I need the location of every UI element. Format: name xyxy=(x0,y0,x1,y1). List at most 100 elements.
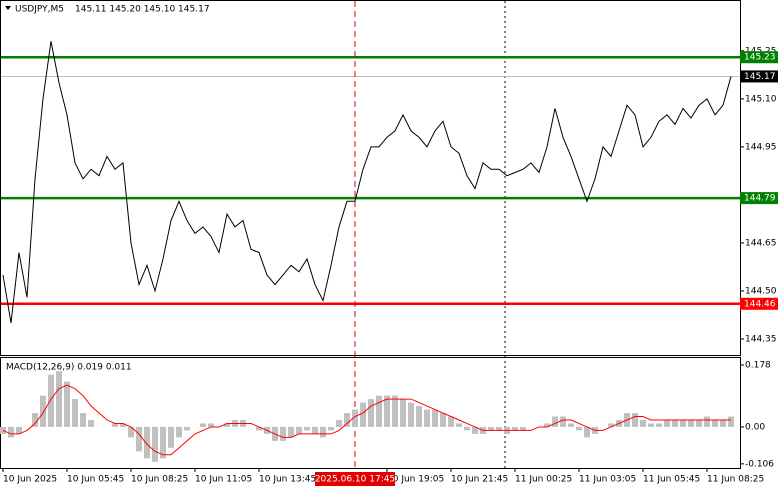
macd-bar xyxy=(488,426,494,431)
macd-bar xyxy=(544,423,550,427)
chart-title: USDJPY,M5 xyxy=(15,5,64,15)
macd-bar xyxy=(408,402,414,427)
macd-bar xyxy=(688,419,694,427)
macd-bar xyxy=(64,381,70,427)
x-tick-label: 10 Jun 08:25 xyxy=(131,475,188,485)
macd-bar xyxy=(496,426,502,431)
y-tick-label: 144.35 xyxy=(745,334,777,344)
level-label: 144.79 xyxy=(744,194,776,204)
crosshair-label: 2025.06.10 17:45 xyxy=(315,475,395,485)
macd-bar xyxy=(712,419,718,427)
macd-bar xyxy=(136,426,142,452)
macd-bar xyxy=(560,416,566,427)
y-tick-label: -0.106 xyxy=(745,459,774,469)
current-price-box xyxy=(740,70,778,83)
macd-bar xyxy=(664,419,670,427)
y-tick-label: 144.95 xyxy=(745,142,777,152)
macd-bar xyxy=(328,426,334,431)
menu-arrow xyxy=(5,6,11,10)
macd-bar xyxy=(56,371,62,427)
macd-bar xyxy=(416,406,422,427)
macd-bar xyxy=(288,426,294,438)
macd-bar xyxy=(88,419,94,427)
macd-bar xyxy=(568,423,574,427)
y-tick-label: 144.50 xyxy=(745,286,777,296)
macd-bar xyxy=(728,416,734,427)
x-tick-label: 10 Jun 13:45 xyxy=(259,475,316,485)
x-tick-label: 10 Jun 2025 xyxy=(3,475,57,485)
macd-bar xyxy=(720,419,726,427)
macd-bar xyxy=(584,426,590,438)
level-label-box xyxy=(740,51,778,64)
crosshair-label-box xyxy=(315,472,395,486)
macd-bar xyxy=(424,409,430,427)
macd-bar xyxy=(520,426,526,431)
macd-bar xyxy=(280,426,286,441)
x-tick-label: 10 Jun 05:45 xyxy=(67,475,124,485)
price-line xyxy=(2,41,732,324)
macd-bar xyxy=(704,416,710,427)
macd-bar xyxy=(512,426,518,431)
macd-bar xyxy=(352,409,358,427)
macd-bar xyxy=(208,423,214,427)
macd-bar xyxy=(184,426,190,431)
macd-title: MACD(12,26,9) 0.019 0.011 xyxy=(6,363,132,373)
y-tick-label: 145.10 xyxy=(745,94,777,104)
macd-bar xyxy=(376,395,382,427)
macd-bar xyxy=(32,413,38,427)
macd-bar xyxy=(464,426,470,431)
macd-bar xyxy=(40,395,46,427)
y-tick-label: 144.65 xyxy=(745,238,777,248)
x-tick-label: 10 Jun 19:05 xyxy=(387,475,444,485)
macd-bar xyxy=(120,423,126,427)
macd-bar xyxy=(8,426,14,438)
price-panel xyxy=(0,0,741,356)
macd-bar xyxy=(680,419,686,427)
level-label: 144.46 xyxy=(744,299,776,309)
macd-bar xyxy=(160,426,166,459)
level-label-box xyxy=(740,192,778,205)
x-tick-label: 11 Jun 03:05 xyxy=(579,475,636,485)
macd-bar xyxy=(200,423,206,427)
macd-bar xyxy=(656,423,662,427)
y-tick-label: 0.178 xyxy=(745,360,771,370)
x-tick-label: 10 Jun 21:45 xyxy=(451,475,508,485)
macd-bar xyxy=(144,426,150,459)
macd-bar xyxy=(360,402,366,427)
macd-bar xyxy=(384,395,390,427)
macd-bar xyxy=(432,409,438,427)
y-tick-label: 0.00 xyxy=(745,422,765,432)
level-label-box xyxy=(740,297,778,310)
macd-bar xyxy=(304,426,310,431)
macd-bar xyxy=(344,413,350,427)
macd-bar xyxy=(368,399,374,427)
ohlc: 145.11 145.20 145.10 145.17 xyxy=(75,5,210,15)
macd-bar xyxy=(176,426,182,438)
macd-bar xyxy=(456,423,462,427)
signal-line xyxy=(2,384,731,456)
macd-bar xyxy=(448,416,454,427)
x-tick-label: 11 Jun 00:25 xyxy=(515,475,572,485)
macd-bar xyxy=(80,413,86,427)
macd-bar xyxy=(256,426,262,431)
macd-bar xyxy=(128,426,134,438)
current-price-label: 145.17 xyxy=(744,72,776,82)
macd-bar xyxy=(168,426,174,448)
macd-bar xyxy=(576,426,582,431)
macd-bar xyxy=(16,426,22,434)
macd-bar xyxy=(72,399,78,427)
level-label: 145.23 xyxy=(744,53,776,63)
macd-bar xyxy=(320,426,326,438)
macd-bar xyxy=(296,426,302,434)
macd-bar xyxy=(640,419,646,427)
macd-bar xyxy=(392,395,398,427)
macd-bar xyxy=(552,416,558,427)
macd-bar xyxy=(648,423,654,427)
macd-bar xyxy=(608,423,614,427)
macd-bar xyxy=(400,399,406,427)
macd-bar xyxy=(48,374,54,427)
macd-bar xyxy=(472,426,478,434)
macd-bar xyxy=(672,419,678,427)
macd-bar xyxy=(632,413,638,427)
